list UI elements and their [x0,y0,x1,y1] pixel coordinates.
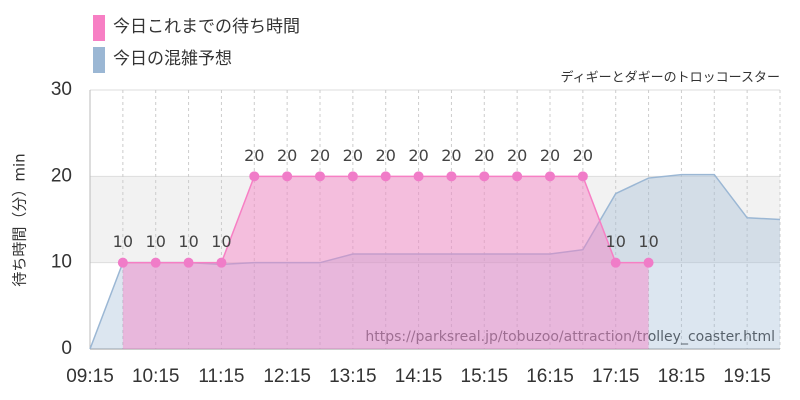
value-label: 10 [606,232,626,251]
area [122,176,649,349]
point [380,171,391,182]
x-tick-label: 09:15 [66,366,114,387]
point [545,171,555,182]
value-label: 20 [573,146,593,165]
y-tick-label: 10 [51,252,72,273]
value-label: 20 [441,146,461,165]
line [89,173,781,350]
point [216,257,227,268]
legend-label: 今日これまでの待ち時間 [113,17,300,37]
value-label: 20 [343,146,363,165]
x-tick-label: 14:15 [395,366,443,387]
x-tick-label: 11:15 [198,366,244,387]
x-tick-label: 15:15 [461,366,509,387]
value-label: 10 [146,232,166,251]
x-tick-label: 16:15 [526,366,574,387]
legend-swatch [93,15,105,41]
point [282,171,293,182]
area [90,174,780,349]
value-label: 20 [474,146,494,165]
y-tick-label: 0 [61,338,72,359]
legend-label: 今日の混雑予想 [113,49,232,69]
x-tick-label: 10:15 [132,366,180,387]
legend-swatch [93,47,105,73]
value-label: 20 [540,146,560,165]
point [117,257,128,268]
point [249,171,260,182]
value-label: 20 [507,146,527,165]
value-label: 10 [211,232,231,251]
value-label: 20 [408,146,428,165]
point [446,171,457,182]
y-tick-label: 30 [51,79,72,100]
point [512,171,523,182]
value-label: 10 [113,232,133,251]
y-tick-label: 20 [51,165,72,186]
y-axis-label: 待ち時間（分）min [11,153,29,286]
value-label: 10 [178,232,198,251]
point [479,171,490,182]
value-label: 20 [244,146,264,165]
point [413,171,424,182]
x-tick-label: 12:15 [263,366,311,387]
value-label: 20 [277,146,297,165]
value-label: 10 [638,232,658,251]
point [347,171,358,182]
point [643,257,654,268]
point [150,257,161,268]
value-label: 20 [376,146,396,165]
point [183,257,194,268]
x-tick-label: 13:15 [329,366,377,387]
x-tick-label: 18:15 [658,366,706,387]
subtitle: ディギーとダギーのトロッコースター [561,70,780,86]
annotation: https://parksreal.jp/tobuzoo/attraction/… [365,329,775,345]
point [577,171,588,182]
value-label: 20 [310,146,330,165]
x-tick-label: 19:15 [723,366,771,387]
x-tick-label: 17:15 [592,366,640,387]
point [315,171,325,182]
grid-band [90,176,780,263]
point [610,257,621,268]
